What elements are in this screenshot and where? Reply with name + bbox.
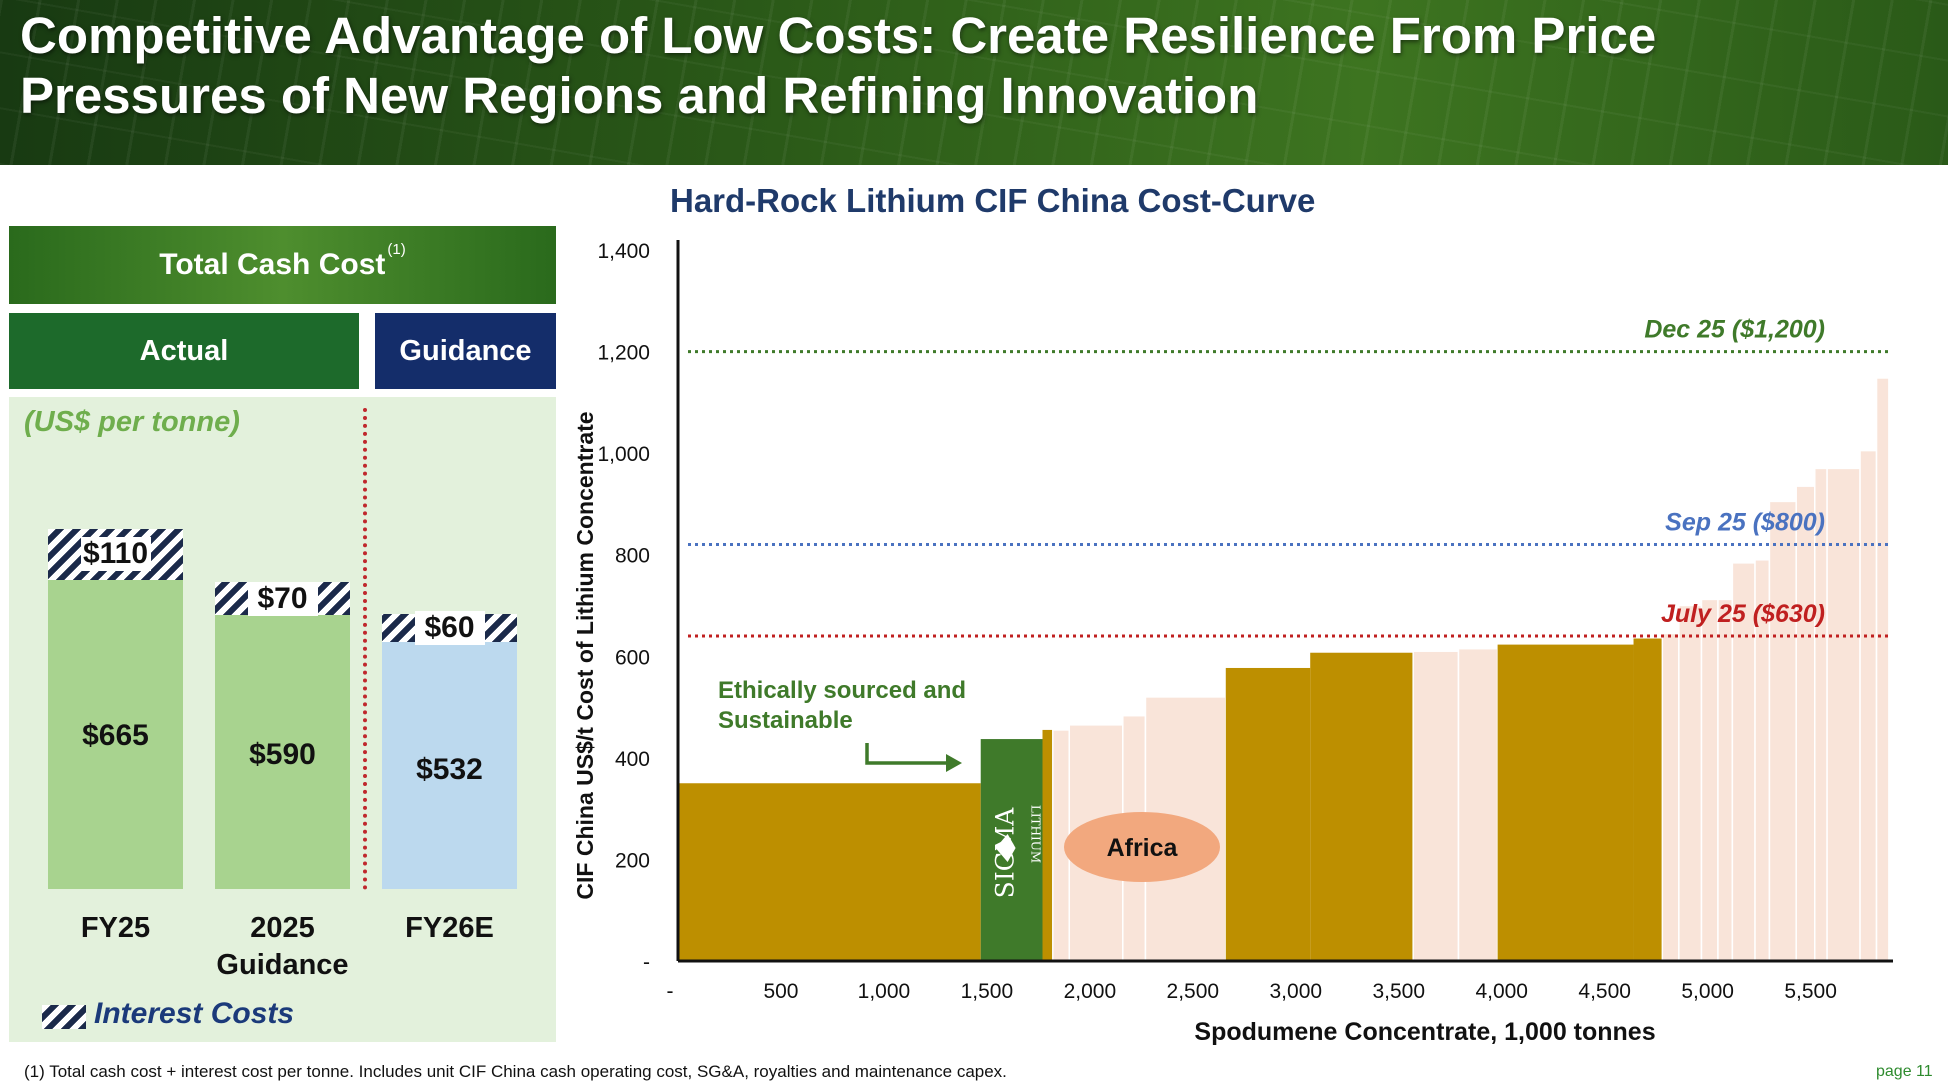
x-tick-label: 4,500 xyxy=(1578,980,1631,1003)
category-label: FY26E xyxy=(405,912,494,944)
guidance-header: Guidance xyxy=(375,313,556,389)
y-tick-label: 1,000 xyxy=(597,443,650,466)
cost-curve-bar xyxy=(1678,604,1703,962)
x-tick-label: 3,000 xyxy=(1270,980,1323,1003)
ethical-annotation-text: Ethically sourced and xyxy=(718,677,966,704)
cost-curve-bar xyxy=(1768,500,1797,962)
cost-curve-bar xyxy=(1497,644,1634,961)
y-tick-label: 200 xyxy=(615,849,650,872)
y-tick-label: 1,400 xyxy=(597,240,650,263)
header-background-texture xyxy=(0,0,1948,165)
actual-header: Actual xyxy=(9,313,359,389)
price-line-label: Sep 25 ($800) xyxy=(1665,509,1825,537)
cost-curve-bar xyxy=(1795,485,1816,962)
price-line-label: Dec 25 ($1,200) xyxy=(1644,316,1825,344)
y-axis-label: CIF China US$/t Cost of Lithium Concentr… xyxy=(572,411,598,899)
x-tick-label: 1,500 xyxy=(961,980,1014,1003)
cost-curve-bar xyxy=(1661,632,1680,962)
y-tick-label: - xyxy=(643,951,650,974)
price-line-label: July 25 ($630) xyxy=(1661,600,1825,628)
unit-label: (US$ per tonne) xyxy=(24,406,240,438)
cost-curve-bar xyxy=(1457,647,1499,962)
interest-costs-legend-label: Interest Costs xyxy=(94,997,295,1030)
x-tick-label: - xyxy=(667,980,674,1003)
cash-cost-bar xyxy=(48,580,183,889)
total-cash-cost-banner: Total Cash Cost (1) xyxy=(9,226,556,304)
cost-curve-bar xyxy=(1225,667,1311,961)
page-title: Competitive Advantage of Low Costs: Crea… xyxy=(20,7,1657,124)
cost-curve-title: Hard-Rock Lithium CIF China Cost-Curve xyxy=(670,182,1316,219)
cash-cost-value-label: $532 xyxy=(416,753,483,787)
cost-curve-bar xyxy=(1859,449,1878,962)
header-banner: Competitive Advantage of Low Costs: Crea… xyxy=(0,0,1948,165)
interest-cost-label: $60 xyxy=(414,610,485,645)
arrow-head-icon xyxy=(946,754,962,772)
x-tick-label: 5,000 xyxy=(1681,980,1734,1003)
footnote-ref: (1) xyxy=(387,240,406,258)
cost-curve-bar xyxy=(1826,467,1861,962)
footnote: (1) Total cash cost + interest cost per … xyxy=(24,1062,1007,1081)
y-tick-label: 800 xyxy=(615,545,650,568)
actual-guidance-divider xyxy=(363,408,367,890)
cash-cost-bar xyxy=(215,614,350,889)
x-tick-label: 5,500 xyxy=(1784,980,1837,1003)
x-tick-label: 2,000 xyxy=(1064,980,1117,1003)
sigma-logo-icon xyxy=(995,834,1016,862)
x-tick-label: 4,000 xyxy=(1475,980,1528,1003)
cost-curve-bar xyxy=(1310,652,1414,961)
cash-cost-bar xyxy=(382,641,517,889)
cost-curve-bar xyxy=(1875,377,1890,962)
interest-costs-legend-swatch xyxy=(42,1005,86,1029)
sigma-logo-subtext: LITHIUM xyxy=(1029,805,1043,863)
cost-curve-bar xyxy=(678,783,981,961)
africa-label: Africa xyxy=(1107,834,1179,862)
cost-curve-bar xyxy=(1633,638,1663,961)
cost-curve-bar xyxy=(1700,598,1719,962)
cost-curve-bar xyxy=(1717,598,1734,962)
ethical-arrow-line xyxy=(865,743,952,765)
cost-curve-bar xyxy=(1813,467,1828,962)
x-tick-label: 500 xyxy=(763,980,798,1003)
cost-curve-bar xyxy=(1412,650,1460,962)
africa-region-marker xyxy=(1064,812,1220,882)
cost-curve-bar xyxy=(1042,729,1053,961)
category-label: FY25 xyxy=(80,912,151,944)
x-axis-label: Spodumene Concentrate, 1,000 tonnes xyxy=(1194,1018,1655,1046)
y-tick-label: 400 xyxy=(615,748,650,771)
interest-cost-label: $70 xyxy=(247,581,318,616)
sigma-logo-text: SIGMA xyxy=(991,807,1020,899)
y-tick-label: 600 xyxy=(615,646,650,669)
x-tick-label: 3,500 xyxy=(1372,980,1425,1003)
page-number: page 11 xyxy=(1876,1063,1933,1080)
interest-cost-label: $110 xyxy=(80,537,151,572)
y-tick-label: 1,200 xyxy=(597,342,650,365)
x-tick-label: 1,000 xyxy=(858,980,911,1003)
cash-cost-value-label: $665 xyxy=(82,719,149,753)
ethical-annotation-text: Sustainable xyxy=(718,707,853,734)
total-cash-cost-title: Total Cash Cost xyxy=(159,248,386,281)
category-label: 2025 Guidance xyxy=(216,912,349,981)
x-tick-label: 2,500 xyxy=(1167,980,1220,1003)
cost-curve-chart: Dec 25 ($1,200) Sep 25 ($800) July 25 ($63… xyxy=(572,240,1893,1046)
cash-cost-value-label: $590 xyxy=(249,738,316,772)
